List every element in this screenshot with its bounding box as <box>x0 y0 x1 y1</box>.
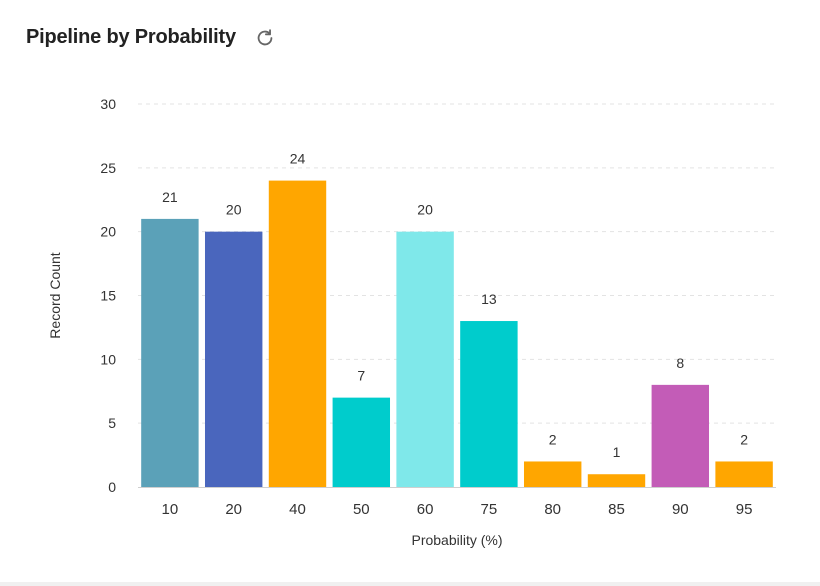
bar[interactable] <box>204 231 263 487</box>
x-tick-label: 85 <box>608 501 625 518</box>
x-tick-label: 20 <box>225 501 242 518</box>
x-tick-label: 60 <box>417 501 434 518</box>
x-tick-label: 50 <box>353 501 370 518</box>
y-tick-label: 5 <box>108 415 116 431</box>
y-tick-label: 15 <box>100 288 116 304</box>
x-tick-label: 90 <box>672 501 689 518</box>
x-axis-label: Probability (%) <box>411 532 502 548</box>
x-tick-label: 75 <box>481 501 498 518</box>
bar[interactable] <box>396 231 454 487</box>
bar[interactable] <box>587 474 646 487</box>
bar[interactable] <box>460 321 518 487</box>
x-tick-label: 10 <box>162 501 179 518</box>
bar-value-label: 24 <box>290 151 306 167</box>
bar-value-label: 2 <box>549 431 557 447</box>
card-bottom-edge <box>0 582 820 586</box>
x-tick-label: 80 <box>544 501 561 518</box>
y-tick-label: 25 <box>100 160 116 176</box>
bar[interactable] <box>651 384 710 487</box>
bar-value-label: 20 <box>417 202 433 218</box>
chart-title: Pipeline by Probability <box>26 26 236 48</box>
y-tick-label: 0 <box>108 479 116 495</box>
bar-value-label: 7 <box>357 368 365 384</box>
y-axis-label: Record Count <box>47 252 63 338</box>
bar-value-label: 2 <box>740 431 748 447</box>
x-tick-label: 95 <box>736 501 753 518</box>
bar[interactable] <box>141 218 199 487</box>
bar[interactable] <box>715 461 773 487</box>
bar-value-label: 20 <box>226 202 242 218</box>
y-tick-label: 20 <box>100 224 116 240</box>
bar-value-label: 1 <box>613 444 621 460</box>
x-tick-label: 40 <box>289 501 306 518</box>
bar[interactable] <box>523 461 582 487</box>
refresh-icon[interactable] <box>254 27 276 49</box>
bar-value-label: 13 <box>481 291 497 307</box>
chart-header: Pipeline by Probability <box>26 26 276 49</box>
y-tick-label: 10 <box>100 351 116 367</box>
y-axis-ticks: 0 5 10 15 20 25 30 <box>100 96 116 495</box>
bar[interactable] <box>268 180 327 487</box>
y-tick-label: 30 <box>100 96 116 112</box>
bar[interactable] <box>332 397 391 487</box>
bar-value-label: 8 <box>676 355 684 371</box>
bars <box>141 180 773 487</box>
x-axis-ticks: 10 20 40 50 60 75 80 85 90 95 <box>162 501 753 518</box>
bar-value-label: 21 <box>162 189 178 205</box>
